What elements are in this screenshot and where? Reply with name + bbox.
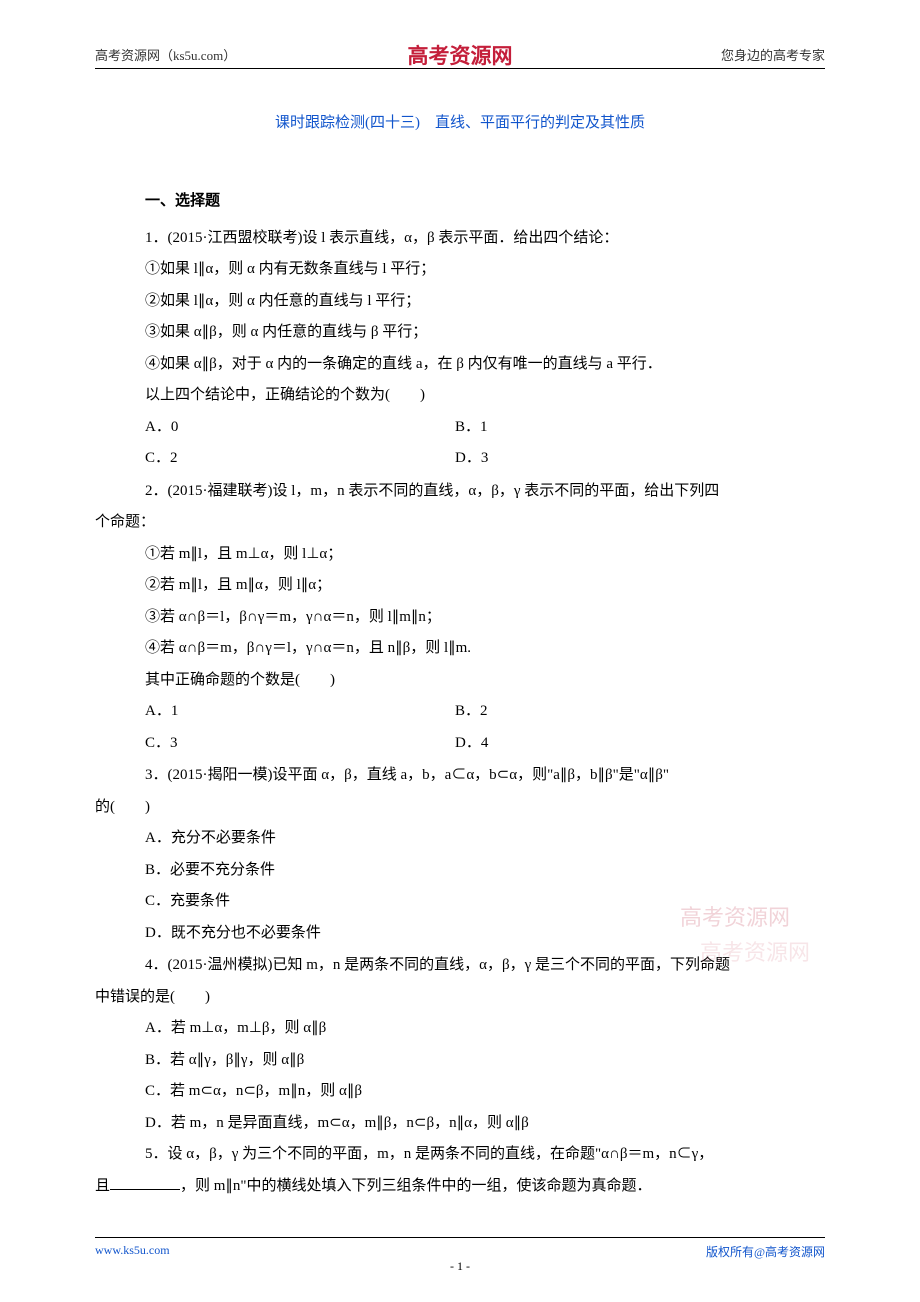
q1-stem-c: )设 l 表示直线，α，β 表示平面．给出四个结论：: [298, 230, 619, 246]
q2-optA: A．1: [145, 696, 455, 728]
q3-source: 揭阳一模: [208, 766, 268, 783]
header-right-text: 您身边的高考专家: [721, 45, 825, 64]
q3-optC: C．充要条件: [145, 886, 825, 918]
q2-optD: D．4: [455, 728, 765, 760]
page-number: - 1 -: [450, 1259, 470, 1274]
q2-optB: B．2: [455, 696, 765, 728]
q3-stem-cont: 的( ): [95, 792, 825, 824]
q1-prop3: ③如果 α∥β，则 α 内任意的直线与 β 平行；: [145, 317, 825, 349]
q1-prop2: ②如果 l∥α，则 α 内任意的直线与 l 平行；: [145, 286, 825, 318]
q5-stem-b: 且: [95, 1178, 110, 1194]
q2-stem: 2．(2015·福建联考)设 l，m，n 表示不同的直线，α，β，γ 表示不同的…: [145, 475, 825, 508]
q2-source: 福建联考: [208, 482, 268, 499]
q1-optC: C．2: [145, 443, 455, 475]
q1-prop4: ④如果 α∥β，对于 α 内的一条确定的直线 a，在 β 内仅有唯一的直线与 a…: [145, 349, 825, 381]
q2-stem-cont: 个命题：: [95, 507, 825, 539]
q2-optC: C．3: [145, 728, 455, 760]
q1-prop1: ①如果 l∥α，则 α 内有无数条直线与 l 平行；: [145, 254, 825, 286]
q5-stem-c: ，则 m∥n"中的横线处填入下列三组条件中的一组，使该命题为真命题．: [180, 1178, 652, 1194]
q1-optB: B．1: [455, 412, 765, 444]
footer-copyright: 版权所有@高考资源网: [706, 1243, 825, 1260]
q2-prop1: ①若 m∥l，且 m⊥α，则 l⊥α；: [145, 539, 825, 571]
q2-question: 其中正确命题的个数是( ): [145, 665, 825, 697]
q5-stem-line1: 5．设 α，β，γ 为三个不同的平面，m，n 是两条不同的直线，在命题"α∩β＝…: [145, 1139, 825, 1171]
page-header: 高考资源网（ks5u.com） 高考资源网 您身边的高考专家: [95, 45, 825, 69]
q4-optA: A．若 m⊥α，m⊥β，则 α∥β: [145, 1013, 825, 1045]
q3-stem-c: )设平面 α，β，直线 a，b，a⊂α，b⊂α，则"a∥β，b∥β"是"α∥β": [268, 767, 670, 783]
q3-optB: B．必要不充分条件: [145, 855, 825, 887]
q4-optD: D．若 m，n 是异面直线，m⊂α，m∥β，n⊂β，n∥α，则 α∥β: [145, 1108, 825, 1140]
q2-prop3: ③若 α∩β＝l，β∩γ＝m，γ∩α＝n，则 l∥m∥n；: [145, 602, 825, 634]
q1-options-row2: C．2 D．3: [145, 443, 825, 475]
q2-prop2: ②若 m∥l，且 m∥α，则 l∥α；: [145, 570, 825, 602]
q5-stem-line2: 且 ，则 m∥n"中的横线处填入下列三组条件中的一组，使该命题为真命题．: [95, 1171, 825, 1203]
q1-optA: A．0: [145, 412, 455, 444]
q2-stem-c: )设 l，m，n 表示不同的直线，α，β，γ 表示不同的平面，给出下列四: [268, 483, 720, 499]
section-heading: 一、选择题: [145, 186, 825, 218]
footer-url: www.ks5u.com: [95, 1243, 170, 1260]
page-footer: www.ks5u.com 版权所有@高考资源网: [95, 1237, 825, 1260]
page-container: 高考资源网（ks5u.com） 高考资源网 您身边的高考专家 课时跟踪检测(四十…: [0, 0, 920, 1202]
q2-options-row1: A．1 B．2: [145, 696, 825, 728]
q3-stem-a: 3．(2015·: [145, 767, 208, 783]
fill-blank: [110, 1175, 180, 1190]
q1-options-row1: A．0 B．1: [145, 412, 825, 444]
q4-optB: B．若 α∥γ，β∥γ，则 α∥β: [145, 1045, 825, 1077]
q3-stem: 3．(2015·揭阳一模)设平面 α，β，直线 a，b，a⊂α，b⊂α，则"a∥…: [145, 759, 825, 792]
q2-options-row2: C．3 D．4: [145, 728, 825, 760]
q2-prop4: ④若 α∩β＝m，β∩γ＝l，γ∩α＝n，且 n∥β，则 l∥m.: [145, 633, 825, 665]
q4-stem-cont: 中错误的是( ): [95, 982, 825, 1014]
header-brand: 高考资源网: [408, 40, 513, 70]
document-title: 课时跟踪检测(四十三) 直线、平面平行的判定及其性质: [95, 111, 825, 132]
q1-optD: D．3: [455, 443, 765, 475]
q4-stem-c: )已知 m，n 是两条不同的直线，α，β，γ 是三个不同的平面，下列命题: [268, 957, 731, 973]
header-left-text: 高考资源网（ks5u.com）: [95, 45, 236, 64]
q2-stem-a: 2．(2015·: [145, 483, 208, 499]
q3-optD: D．既不充分也不必要条件: [145, 918, 825, 950]
content-area: 一、选择题 1．(2015·江西盟校联考)设 l 表示直线，α，β 表示平面．给…: [95, 186, 825, 1202]
q1-source: 江西盟校联考: [208, 229, 298, 246]
q1-question: 以上四个结论中，正确结论的个数为( ): [145, 380, 825, 412]
q4-optC: C．若 m⊂α，n⊂β，m∥n，则 α∥β: [145, 1076, 825, 1108]
q4-source: 温州模拟: [208, 956, 268, 973]
q4-stem-a: 4．(2015·: [145, 957, 208, 973]
q3-optA: A．充分不必要条件: [145, 823, 825, 855]
q1-stem-a: 1．(2015·: [145, 230, 208, 246]
q1-stem: 1．(2015·江西盟校联考)设 l 表示直线，α，β 表示平面．给出四个结论：: [145, 222, 825, 255]
q4-stem: 4．(2015·温州模拟)已知 m，n 是两条不同的直线，α，β，γ 是三个不同…: [145, 949, 825, 982]
